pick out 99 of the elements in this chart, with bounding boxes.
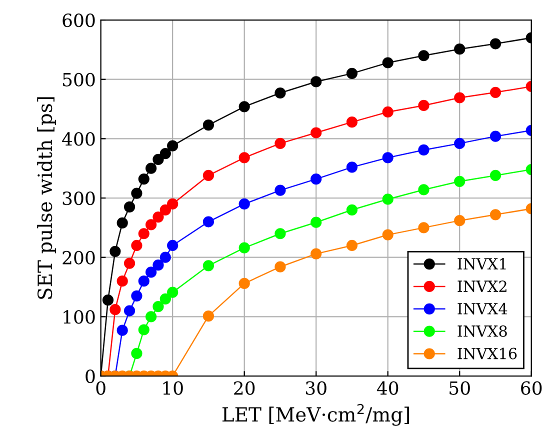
point: [346, 116, 358, 128]
point: [310, 216, 322, 228]
point: [274, 87, 286, 99]
point: [152, 211, 164, 223]
point: [490, 38, 502, 50]
point: [382, 194, 394, 205]
point: [131, 348, 142, 360]
point: [274, 184, 286, 196]
point: [116, 324, 128, 336]
point: [202, 260, 214, 272]
y-tick-label: 300: [62, 191, 95, 206]
point: [454, 215, 466, 226]
point: [238, 101, 250, 112]
point: [418, 184, 430, 196]
point: [238, 152, 250, 164]
point: [346, 204, 358, 216]
point: [490, 170, 502, 182]
point: [418, 50, 430, 62]
point: [274, 261, 286, 272]
point: [146, 266, 157, 278]
point: [138, 173, 150, 185]
point: [310, 127, 322, 138]
point: [160, 252, 171, 263]
point: [382, 152, 394, 164]
point: [418, 144, 430, 156]
point: [274, 138, 286, 149]
point: [418, 222, 430, 234]
point: [238, 198, 250, 210]
y-tick-label: 600: [62, 13, 95, 28]
x-tick-label: 60: [521, 381, 542, 395]
point: [167, 240, 178, 252]
point: [138, 228, 150, 240]
point: [346, 68, 358, 79]
y-tick-label: 500: [63, 72, 95, 86]
x-tick-label: 40: [376, 381, 398, 395]
x-tick-label: 10: [163, 381, 183, 395]
point: [346, 162, 358, 173]
point: [418, 100, 430, 112]
point: [110, 246, 121, 257]
y-axis-title: SET pulse width [ps]: [37, 97, 56, 299]
point: [454, 138, 466, 149]
y-tick-label: 400: [62, 132, 95, 146]
point: [202, 216, 214, 228]
y-tick-label: 200: [62, 250, 95, 264]
x-tick-label: 20: [234, 381, 255, 395]
x-tick-label: 30: [306, 381, 326, 395]
point: [131, 240, 142, 252]
point: [454, 176, 466, 187]
point: [152, 260, 164, 271]
point: [310, 248, 322, 260]
point: [167, 198, 178, 210]
point: [124, 258, 136, 269]
point: [124, 201, 136, 212]
point: [202, 310, 214, 322]
point: [310, 76, 322, 88]
point: [110, 304, 121, 316]
point: [102, 294, 114, 306]
point: [274, 228, 286, 240]
point: [238, 242, 250, 254]
point: [202, 170, 214, 182]
point: [116, 217, 128, 228]
point: [454, 44, 466, 55]
point: [146, 162, 157, 174]
y-tick-label: 0: [86, 369, 95, 384]
point: [490, 209, 502, 220]
point: [382, 229, 394, 240]
point: [160, 204, 171, 216]
point: [131, 188, 142, 199]
point: [238, 278, 250, 290]
legend-label: INVX2: [458, 280, 506, 292]
point: [382, 57, 394, 68]
point: [160, 293, 171, 304]
point: [138, 324, 150, 336]
point: [490, 86, 502, 98]
point: [310, 173, 322, 185]
point: [202, 119, 214, 131]
point: [116, 276, 128, 287]
x-tick-label: 50: [450, 381, 470, 395]
legend-label: INVX8: [458, 325, 507, 337]
point: [152, 154, 164, 166]
legend-label: INVX4: [458, 302, 508, 314]
y-tick-label: 100: [64, 310, 95, 324]
point: [382, 106, 394, 118]
point: [146, 219, 157, 230]
legend-label: INVX1: [458, 258, 506, 270]
point: [454, 92, 466, 104]
x-axis-title: LET [MeV·cm$^{2}$/mg]: [222, 404, 409, 426]
point: [167, 286, 178, 298]
point: [346, 240, 358, 252]
point: [138, 276, 150, 287]
point: [152, 301, 164, 312]
legend-label: INVX16: [458, 348, 517, 360]
point: [146, 311, 157, 322]
x-tick-label: 0: [96, 381, 106, 395]
point: [490, 130, 502, 142]
point: [131, 290, 142, 302]
point: [160, 148, 171, 160]
point: [167, 140, 178, 152]
point: [124, 305, 136, 316]
